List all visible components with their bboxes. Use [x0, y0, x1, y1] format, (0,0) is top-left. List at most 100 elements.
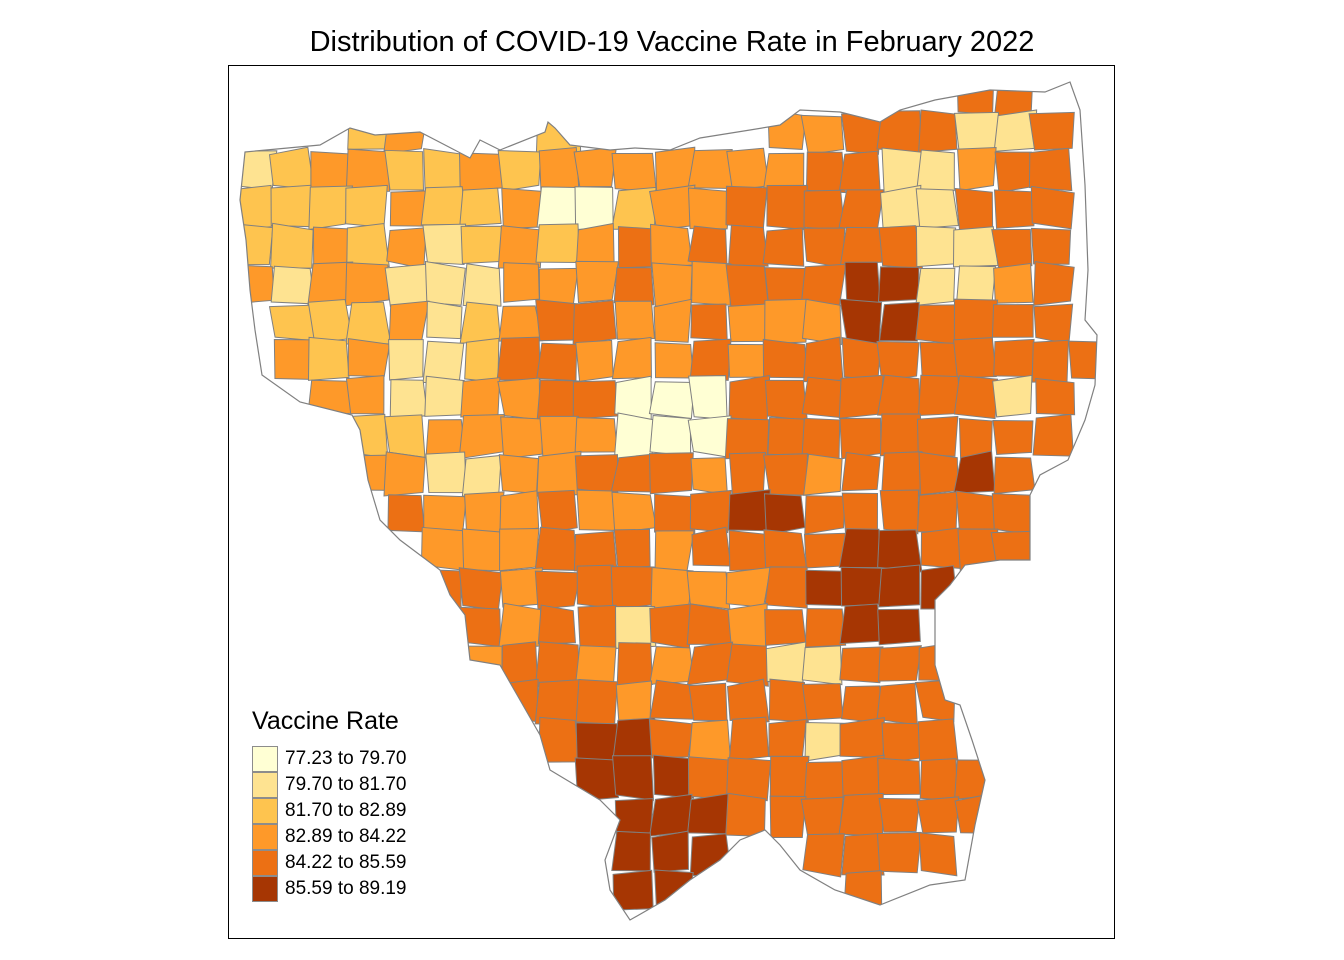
region-polygon	[1033, 261, 1075, 306]
region-polygon	[727, 489, 771, 532]
region-polygon	[497, 149, 542, 192]
region-polygon	[762, 453, 809, 496]
region-polygon	[918, 451, 959, 496]
region-polygon	[654, 493, 696, 535]
region-polygon	[388, 339, 424, 381]
region-polygon	[1032, 413, 1074, 457]
region-polygon	[613, 412, 654, 459]
region-polygon	[1033, 303, 1074, 345]
region-polygon	[803, 532, 847, 569]
legend-item: 82.89 to 84.22	[252, 824, 407, 850]
region-polygon	[345, 148, 391, 193]
region-polygon	[425, 451, 467, 494]
region-polygon	[917, 718, 959, 762]
region-polygon	[459, 187, 502, 227]
region-polygon	[691, 260, 732, 306]
region-polygon	[497, 377, 541, 421]
region-polygon	[308, 185, 354, 231]
region-polygon	[574, 757, 619, 802]
region-polygon	[728, 374, 771, 422]
region-polygon	[841, 832, 885, 876]
region-polygon	[920, 527, 962, 569]
region-polygon	[654, 530, 695, 573]
map-frame	[228, 65, 1115, 939]
region-polygon	[879, 413, 924, 457]
legend-label: 77.23 to 79.70	[285, 748, 407, 769]
legend-item: 85.59 to 89.19	[252, 876, 407, 902]
region-polygon	[615, 605, 657, 649]
region-polygon	[801, 683, 844, 721]
legend-title: Vaccine Rate	[252, 707, 399, 735]
region-polygon	[426, 300, 463, 340]
region-polygon	[954, 759, 996, 801]
region-polygon	[881, 451, 923, 497]
region-polygon	[876, 374, 921, 419]
legend: Vaccine Rate 77.23 to 79.70 79.70 to 81.…	[252, 707, 407, 902]
region-polygon	[461, 528, 505, 572]
region-polygon	[461, 454, 502, 497]
region-polygon	[838, 528, 881, 569]
region-polygon	[990, 530, 1037, 570]
region-polygon	[839, 603, 883, 645]
region-polygon	[537, 604, 576, 645]
region-polygon	[649, 646, 695, 685]
region-polygon	[918, 109, 958, 153]
region-polygon	[501, 187, 544, 230]
region-polygon	[688, 719, 732, 763]
region-polygon	[345, 375, 385, 415]
legend-swatch	[252, 772, 278, 798]
region-polygon	[800, 796, 844, 840]
region-polygon	[654, 342, 694, 379]
region-polygon	[991, 304, 1034, 338]
region-polygon	[1031, 339, 1069, 383]
region-polygon	[838, 189, 885, 232]
region-polygon	[803, 227, 846, 269]
region-polygon	[993, 456, 1036, 495]
region-polygon	[803, 761, 847, 802]
region-polygon	[762, 227, 805, 267]
region-polygon	[726, 757, 772, 802]
legend-swatch	[252, 850, 278, 876]
region-polygon	[345, 301, 392, 345]
region-polygon	[686, 570, 731, 610]
region-polygon	[920, 565, 959, 610]
region-polygon	[763, 493, 806, 536]
region-polygon	[424, 375, 465, 417]
legend-swatch	[252, 876, 278, 902]
region-polygon	[687, 148, 733, 190]
region-polygon	[725, 792, 766, 837]
region-polygon	[802, 833, 846, 878]
legend-label: 82.89 to 84.22	[285, 826, 407, 847]
region-polygon	[575, 260, 619, 303]
region-polygon	[651, 830, 689, 873]
region-polygon	[346, 222, 390, 268]
region-polygon	[501, 641, 539, 687]
region-polygon	[957, 146, 997, 192]
region-polygon	[1028, 111, 1075, 151]
region-polygon	[496, 336, 541, 381]
region-polygon	[915, 304, 960, 346]
region-polygon	[577, 604, 618, 649]
region-polygon	[1030, 227, 1072, 265]
region-polygon	[422, 223, 467, 266]
region-polygon	[767, 108, 807, 150]
region-polygon	[534, 570, 582, 610]
region-polygon	[384, 263, 428, 308]
region-polygons	[240, 82, 1097, 912]
region-polygon	[725, 264, 770, 308]
region-polygon	[307, 298, 353, 344]
region-polygon	[687, 756, 731, 801]
legend-item: 77.23 to 79.70	[252, 746, 407, 772]
region-polygon	[383, 414, 426, 458]
region-polygon	[993, 262, 1034, 304]
region-polygon	[769, 795, 807, 838]
region-polygon	[613, 267, 655, 306]
region-polygon	[839, 298, 883, 345]
region-polygon	[726, 678, 770, 723]
region-polygon	[653, 298, 692, 343]
region-polygon	[1035, 377, 1076, 416]
region-polygon	[649, 414, 692, 457]
region-polygon	[915, 188, 960, 229]
region-polygon	[686, 641, 734, 686]
region-polygon	[803, 189, 846, 232]
